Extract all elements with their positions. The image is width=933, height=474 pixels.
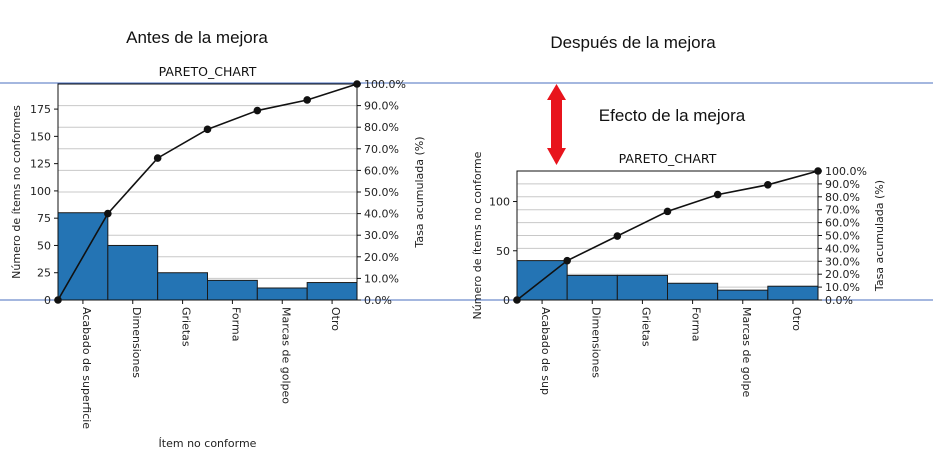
y2-tick-label: 0.0% bbox=[825, 294, 853, 307]
x-category-label: Dimensiones bbox=[589, 307, 602, 378]
bar bbox=[157, 272, 209, 301]
bar bbox=[107, 244, 159, 301]
heading-effect: Efecto de la mejora bbox=[599, 106, 746, 125]
y2-axis-label: Tasa acumulada (%) bbox=[873, 180, 886, 292]
x-category-label: Dimensiones bbox=[130, 307, 143, 378]
y2-tick-label: 0.0% bbox=[364, 294, 392, 307]
y2-tick-label: 40.0% bbox=[825, 242, 860, 255]
y2-tick-label: 10.0% bbox=[825, 281, 860, 294]
y-tick-label: 100 bbox=[30, 185, 51, 198]
x-category-label: Grietas bbox=[180, 307, 193, 347]
bar bbox=[667, 282, 719, 301]
y2-tick-label: 60.0% bbox=[364, 164, 399, 177]
x-category-label: Acabado de superficie bbox=[80, 307, 93, 429]
y-tick-label: 100 bbox=[489, 196, 510, 209]
heading-before: Antes de la mejora bbox=[126, 28, 268, 47]
bar bbox=[566, 274, 618, 301]
y2-tick-label: 90.0% bbox=[364, 100, 399, 113]
cumulative-point bbox=[303, 96, 311, 104]
improvement-arrow-icon bbox=[547, 84, 566, 165]
cumulative-point bbox=[104, 209, 112, 218]
y2-tick-label: 40.0% bbox=[364, 208, 399, 221]
y2-tick-label: 60.0% bbox=[825, 217, 860, 230]
cumulative-point bbox=[613, 232, 622, 240]
x-category-label: Forma bbox=[690, 307, 703, 341]
x-category-label: Acabado de sup bbox=[539, 307, 552, 395]
bar bbox=[306, 282, 358, 301]
y-tick-label: 0 bbox=[503, 294, 510, 307]
y-tick-label: 50 bbox=[37, 239, 51, 252]
y2-tick-label: 80.0% bbox=[825, 191, 860, 204]
cumulative-point bbox=[153, 154, 162, 162]
x-category-label: Marcas de golpe bbox=[740, 307, 753, 398]
pareto-chart-before: 0 25 50 75 100 125 150 175 0.0% 10.0% 20.0% 30.0% 40… bbox=[10, 64, 426, 450]
y-tick-label: 50 bbox=[496, 245, 510, 258]
y2-tick-label: 50.0% bbox=[825, 230, 860, 243]
bar bbox=[717, 289, 769, 301]
y2-tick-label: 20.0% bbox=[364, 251, 399, 264]
y-axis-label: Número de ítems no conformes bbox=[10, 105, 23, 279]
cumulative-point bbox=[203, 125, 212, 134]
y2-tick-label: 100.0% bbox=[364, 78, 406, 91]
x-axis-label: Ítem no conforme bbox=[159, 437, 257, 450]
y2-axis-label: Tasa acumulada (%) bbox=[413, 136, 426, 248]
y2-tick-label: 30.0% bbox=[825, 255, 860, 268]
y2-tick-label: 90.0% bbox=[825, 178, 860, 191]
chart-title: PARETO_CHART bbox=[619, 151, 717, 166]
bar bbox=[256, 287, 308, 301]
y2-tick-label: 20.0% bbox=[825, 268, 860, 281]
y-axis-label: Número de ítems no conforme bbox=[471, 151, 484, 319]
x-category-label: Otro bbox=[329, 307, 342, 331]
y2-tick-label: 80.0% bbox=[364, 121, 399, 134]
y-tick-label: 75 bbox=[37, 212, 51, 225]
heading-after: Después de la mejora bbox=[550, 33, 716, 52]
cumulative-point bbox=[713, 190, 722, 199]
y2-tick-label: 30.0% bbox=[364, 229, 399, 242]
cumulative-point bbox=[663, 207, 672, 216]
y2-tick-label: 70.0% bbox=[825, 204, 860, 217]
y-tick-label: 125 bbox=[30, 158, 51, 171]
y-tick-label: 25 bbox=[37, 267, 51, 280]
y-tick-label: 0 bbox=[44, 294, 51, 307]
y2-tick-label: 100.0% bbox=[825, 165, 867, 178]
x-category-label: Forma bbox=[229, 307, 242, 341]
chart-title: PARETO_CHART bbox=[159, 64, 257, 79]
cumulative-point bbox=[764, 181, 772, 189]
cumulative-point bbox=[563, 256, 571, 265]
bar bbox=[767, 285, 819, 301]
y-tick-label: 175 bbox=[30, 103, 51, 116]
bar bbox=[616, 274, 668, 301]
bar bbox=[207, 279, 258, 301]
y2-tick-label: 10.0% bbox=[364, 272, 399, 285]
x-category-label: Grietas bbox=[639, 307, 652, 347]
y-tick-label: 150 bbox=[30, 130, 51, 143]
pareto-chart-after: 0 50 100 0.0%10.0%20.0%30.0%40.0%50.0%60.0%… bbox=[471, 151, 886, 398]
cumulative-point bbox=[253, 106, 262, 115]
x-category-label: Otro bbox=[790, 307, 803, 331]
y2-tick-label: 50.0% bbox=[364, 186, 399, 199]
x-category-label: Marcas de golpeo bbox=[279, 307, 292, 404]
y2-tick-label: 70.0% bbox=[364, 143, 399, 156]
